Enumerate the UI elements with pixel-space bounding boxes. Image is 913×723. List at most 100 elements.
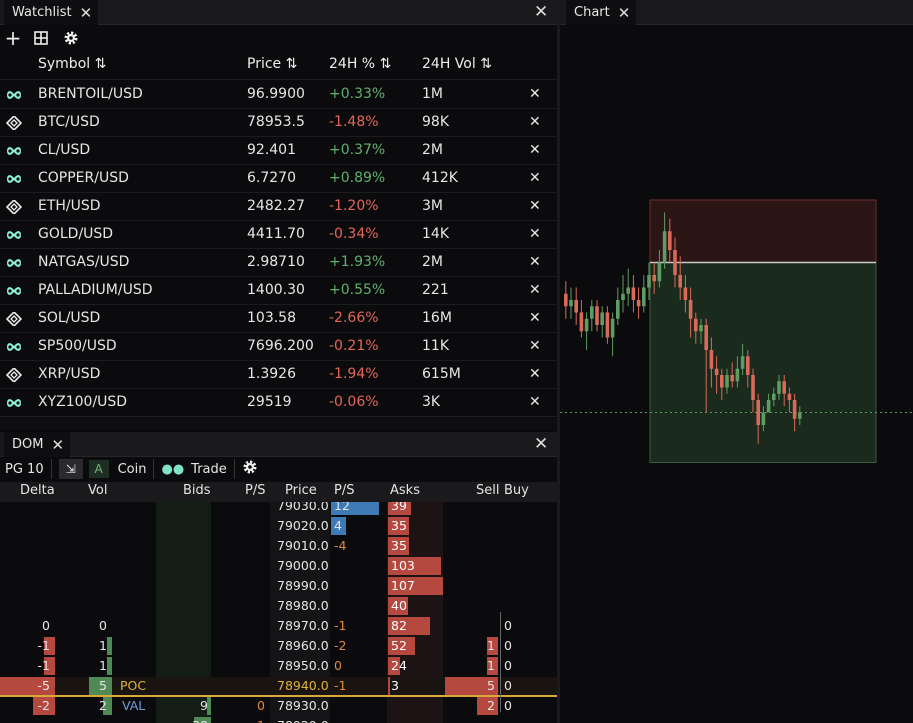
trade-label[interactable]: Trade xyxy=(191,461,227,477)
add-icon[interactable]: + xyxy=(4,26,22,50)
table-row[interactable]: XYZ100/USD 29519 -0.06% 3K ✕ xyxy=(0,389,557,417)
tab-dom[interactable]: DOM ✕ xyxy=(4,432,71,457)
price-cell: 79030.0 xyxy=(277,502,329,513)
tab-watchlist[interactable]: Watchlist ✕ xyxy=(4,0,99,25)
sell-cell: 2 xyxy=(487,698,495,713)
dom-row[interactable]: -1 1 78950.0 0 24 1 0 xyxy=(0,656,557,676)
close-panel-icon[interactable]: ✕ xyxy=(534,434,549,454)
remove-row-icon[interactable]: ✕ xyxy=(529,86,541,102)
change-cell: -1.48% xyxy=(329,114,379,130)
grid-icon[interactable] xyxy=(26,25,56,51)
dom-row[interactable]: -2 2 VAL 9 0 78930.0 2 0 xyxy=(0,696,557,716)
tab-chart[interactable]: Chart ✕ xyxy=(566,0,637,25)
dom-row[interactable]: 79010.0 -4 35 xyxy=(0,536,557,556)
dom-row[interactable]: 79000.0 103 xyxy=(0,556,557,576)
sell-bar xyxy=(487,657,498,675)
change-cell: -2.66% xyxy=(329,310,379,326)
header-pct[interactable]: 24H % ⇅ xyxy=(329,56,391,72)
col-sell: Sell xyxy=(476,483,500,498)
delta-cell: -5 xyxy=(37,678,50,693)
ask-size-bar xyxy=(388,617,431,635)
table-row[interactable]: NATGAS/USD 2.98710 +1.93% 2M ✕ xyxy=(0,249,557,277)
candle xyxy=(709,350,714,369)
table-row[interactable]: SOL/USD 103.58 -2.66% 16M ✕ xyxy=(0,305,557,333)
table-row[interactable]: ETH/USD 2482.27 -1.20% 3M ✕ xyxy=(0,193,557,221)
close-tab-icon[interactable]: ✕ xyxy=(51,435,65,454)
volume-cell: 16M xyxy=(422,310,452,326)
remove-row-icon[interactable]: ✕ xyxy=(529,170,541,186)
pull-stack-ask-cell: -4 xyxy=(334,538,347,553)
delta-bar xyxy=(44,657,55,675)
poc-highlight xyxy=(0,677,557,695)
col-vol: Vol xyxy=(88,483,108,498)
tab-watchlist-label: Watchlist xyxy=(12,5,72,20)
dom-row[interactable]: 78990.0 107 xyxy=(0,576,557,596)
symbol-cell: GOLD/USD xyxy=(38,226,114,242)
page-size-label[interactable]: PG 10 xyxy=(5,461,44,477)
dom-row[interactable]: 78980.0 40 xyxy=(0,596,557,616)
close-tab-icon[interactable]: ✕ xyxy=(79,3,93,22)
close-panel-icon[interactable]: ✕ xyxy=(534,2,549,22)
dom-row[interactable]: 79030.0 12 39 xyxy=(0,502,557,516)
table-row[interactable]: BTC/USD 78953.5 -1.48% 98K ✕ xyxy=(0,109,557,137)
sell-bar xyxy=(487,637,498,655)
price-cell: 103.58 xyxy=(247,310,296,326)
buy-cell: 0 xyxy=(504,638,512,653)
hyperliquid-icon xyxy=(6,340,22,354)
watchlist-toolbar: + xyxy=(0,25,557,51)
remove-row-icon[interactable]: ✕ xyxy=(529,226,541,242)
candle xyxy=(761,412,766,425)
header-symbol[interactable]: Symbol ⇅ xyxy=(38,56,106,72)
candle xyxy=(746,356,750,375)
sort-icon: ⇅ xyxy=(94,56,107,72)
panel-splitter[interactable] xyxy=(557,0,560,723)
table-row[interactable]: SP500/USD 7696.200 -0.21% 11K ✕ xyxy=(0,333,557,361)
candle xyxy=(673,250,677,275)
price-cell: 79000.0 xyxy=(277,558,329,573)
dom-row[interactable]: -5 5 POC 78940.0 -1 3 5 0 xyxy=(0,676,557,696)
gear-icon[interactable] xyxy=(242,459,258,479)
volume-cell: 5 xyxy=(99,678,107,693)
remove-row-icon[interactable]: ✕ xyxy=(529,338,541,354)
price-cell: 78953.5 xyxy=(247,114,305,130)
candle xyxy=(792,400,797,419)
candle xyxy=(787,393,792,400)
header-price[interactable]: Price ⇅ xyxy=(247,56,297,72)
dom-row[interactable]: 0 0 78970.0 -1 82 0 xyxy=(0,616,557,636)
dom-ladder[interactable]: 79030.0 12 39 79020.0 4 35 79010.0 -4 35 79000.0 1… xyxy=(0,502,557,723)
col-buy: Buy xyxy=(504,483,529,498)
table-row[interactable]: GOLD/USD 4411.70 -0.34% 14K ✕ xyxy=(0,221,557,249)
table-row[interactable]: BRENTOIL/USD 96.9900 +0.33% 1M ✕ xyxy=(0,81,557,109)
gear-icon[interactable] xyxy=(56,25,86,51)
delta-cell: -1 xyxy=(37,658,50,673)
candle xyxy=(595,306,599,325)
dom-row[interactable]: -1 1 78960.0 -2 52 1 0 xyxy=(0,636,557,656)
symbol-cell: ETH/USD xyxy=(38,198,101,214)
dom-row[interactable]: 38 1 78920.0 xyxy=(0,716,557,723)
remove-row-icon[interactable]: ✕ xyxy=(529,310,541,326)
remove-row-icon[interactable]: ✕ xyxy=(529,114,541,130)
close-tab-icon[interactable]: ✕ xyxy=(617,3,631,22)
volume-cell: 2M xyxy=(422,142,443,158)
volume-cell: 3K xyxy=(422,394,441,410)
remove-row-icon[interactable]: ✕ xyxy=(529,254,541,270)
table-row[interactable]: XRP/USD 1.3926 -1.94% 615M ✕ xyxy=(0,361,557,389)
price-cell: 1400.30 xyxy=(247,282,305,298)
remove-row-icon[interactable]: ✕ xyxy=(529,282,541,298)
candle xyxy=(652,275,656,282)
header-vol[interactable]: 24H Vol ⇅ xyxy=(422,56,492,72)
remove-row-icon[interactable]: ✕ xyxy=(529,198,541,214)
dom-row[interactable]: 79020.0 4 35 xyxy=(0,516,557,536)
header-price-label: Price xyxy=(247,56,282,72)
sell-separator xyxy=(500,612,501,712)
table-row[interactable]: CL/USD 92.401 +0.37% 2M ✕ xyxy=(0,137,557,165)
collapse-icon[interactable]: ⇲ xyxy=(58,459,83,479)
mode-toggle[interactable]: A xyxy=(88,460,109,478)
price-chart[interactable] xyxy=(560,26,913,723)
table-row[interactable]: COPPER/USD 6.7270 +0.89% 412K ✕ xyxy=(0,165,557,193)
table-row[interactable]: PALLADIUM/USD 1400.30 +0.55% 221 ✕ xyxy=(0,277,557,305)
remove-row-icon[interactable]: ✕ xyxy=(529,366,541,382)
coin-label[interactable]: Coin xyxy=(117,461,147,477)
remove-row-icon[interactable]: ✕ xyxy=(529,394,541,410)
remove-row-icon[interactable]: ✕ xyxy=(529,142,541,158)
